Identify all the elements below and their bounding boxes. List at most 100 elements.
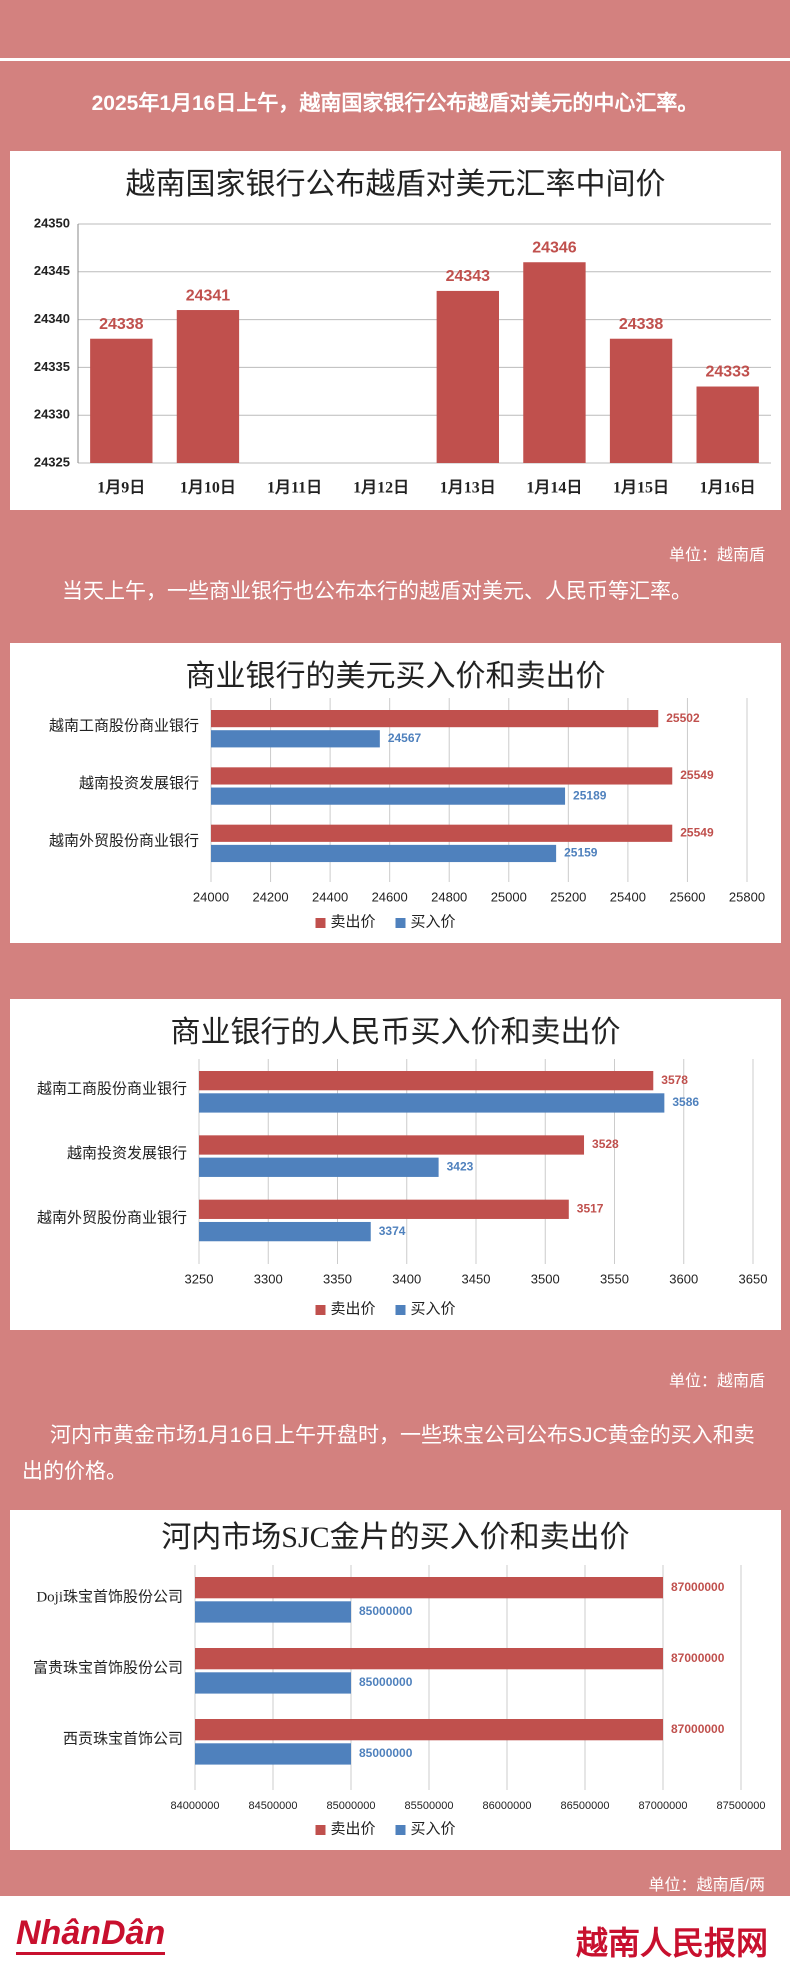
legend-label: 买入价 [411, 913, 456, 930]
y-tick-label: 24350 [34, 215, 70, 230]
legend-swatch [315, 918, 326, 928]
chart-title: 商业银行的人民币买入价和卖出价 [171, 1016, 621, 1049]
y-tick-label: Doji珠宝首饰股份公司 [36, 1589, 183, 1606]
x-tick-label: 1月9日 [97, 479, 145, 497]
intro-text: 河内市黄金市场1月16日上午开盘时，一些珠宝公司公布SJC黄金的买入和卖出的价格… [22, 1424, 755, 1483]
x-tick-label: 24200 [252, 889, 288, 904]
value-label: 24338 [99, 316, 144, 333]
footer: NhânDân 越南人民报网 [0, 1896, 790, 1975]
x-tick-label: 3500 [531, 1271, 560, 1286]
value-label: 87000000 [671, 1651, 725, 1665]
x-tick-label: 1月14日 [526, 479, 582, 497]
value-label: 24567 [388, 731, 422, 745]
y-tick-label: 24330 [34, 407, 70, 422]
y-tick-label: 越南投资发展银行 [67, 1145, 187, 1162]
legend-swatch [315, 1305, 326, 1315]
x-tick-label: 3550 [600, 1271, 629, 1286]
y-tick-label: 24335 [34, 359, 70, 374]
bar [211, 844, 557, 863]
bar [195, 1601, 351, 1623]
value-label: 3578 [661, 1073, 688, 1087]
value-label: 24341 [186, 287, 231, 304]
legend-label: 买入价 [411, 1820, 456, 1837]
chart: 越南国家银行公布越盾对美元汇率中间价 24325 24330 24335 24340 24… [34, 168, 771, 497]
bar [609, 338, 673, 463]
divider [0, 58, 790, 61]
value-label: 24343 [446, 268, 491, 285]
value-label: 25159 [564, 846, 598, 860]
value-label: 85000000 [359, 1604, 413, 1618]
y-tick-label: 24325 [34, 454, 70, 469]
y-tick-label: 越南工商股份商业银行 [37, 1081, 187, 1098]
x-tick-label: 24800 [431, 889, 467, 904]
chart-title: 越南国家银行公布越盾对美元汇率中间价 [126, 168, 666, 201]
chart: 商业银行的美元买入价和卖出价 24000 24200 24400 24600 24800 2… [49, 660, 765, 931]
x-tick-label: 24000 [193, 889, 229, 904]
value-label: 3586 [672, 1095, 699, 1109]
bar [199, 1157, 439, 1177]
legend-label: 卖出价 [331, 913, 376, 930]
bar [211, 787, 566, 805]
x-tick-label: 84000000 [171, 1800, 220, 1812]
legend-label: 卖出价 [331, 1820, 376, 1837]
value-label: 3423 [447, 1159, 474, 1173]
chart: 河内市场SJC金片的买入价和卖出价 84000000 84500000 8500000… [33, 1521, 765, 1838]
y-tick-label: 24345 [34, 263, 70, 278]
x-tick-label: 84500000 [249, 1800, 298, 1812]
x-tick-label: 3600 [669, 1271, 698, 1286]
bar [211, 767, 673, 785]
value-label: 87000000 [671, 1580, 725, 1594]
bar [199, 1135, 585, 1155]
y-tick-label: 越南投资发展银行 [79, 775, 199, 792]
x-tick-label: 3300 [254, 1271, 283, 1286]
bar [436, 290, 499, 463]
x-tick-label: 3250 [185, 1271, 214, 1286]
value-label: 25549 [680, 825, 714, 839]
chart-box: 商业银行的美元买入价和卖出价 24000 24200 24400 24600 24800 2… [10, 643, 781, 943]
y-tick-label: 西贡珠宝首饰公司 [63, 1731, 183, 1748]
chart-box: 商业银行的人民币买入价和卖出价 3250 3300 3350 3400 3450 3500 3… [10, 999, 781, 1330]
value-label: 25502 [666, 711, 700, 725]
unit-note: 单位：越南盾/两 [648, 1877, 765, 1894]
x-tick-label: 1月11日 [267, 479, 322, 497]
bar [696, 386, 759, 463]
bar [195, 1648, 663, 1670]
bar [176, 310, 240, 463]
chart-title: 商业银行的美元买入价和卖出价 [186, 660, 606, 693]
x-tick-label: 24600 [372, 889, 408, 904]
value-label: 3517 [577, 1201, 604, 1215]
y-tick-label: 富贵珠宝首饰股份公司 [33, 1659, 183, 1677]
x-tick-label: 25400 [610, 889, 646, 904]
x-tick-label: 24400 [312, 889, 348, 904]
bar [195, 1577, 663, 1599]
unit-note: 单位：越南盾 [668, 1373, 765, 1390]
x-tick-label: 3350 [323, 1271, 352, 1286]
x-tick-label: 3650 [739, 1271, 768, 1286]
y-tick-label: 24340 [34, 311, 70, 326]
value-label: 25189 [573, 788, 607, 802]
logo: NhânDân [16, 1914, 166, 1955]
bar [523, 262, 586, 463]
y-tick-label: 越南外贸股份商业银行 [49, 832, 199, 849]
site-name: 越南人民报网 [575, 1925, 768, 1961]
bar [90, 338, 153, 463]
bar [199, 1221, 371, 1242]
value-label: 85000000 [359, 1746, 413, 1760]
x-tick-label: 85500000 [405, 1800, 454, 1812]
legend-label: 买入价 [411, 1300, 456, 1317]
x-tick-label: 25200 [550, 889, 586, 904]
value-label: 3374 [379, 1224, 406, 1238]
value-label: 24346 [532, 239, 577, 256]
value-label: 85000000 [359, 1675, 413, 1689]
bar [195, 1743, 351, 1765]
intro-text: 当天上午，一些商业银行也公布本行的越盾对美元、人民币等汇率。 [62, 580, 692, 603]
legend-label: 卖出价 [331, 1300, 376, 1317]
x-tick-label: 85000000 [327, 1800, 376, 1812]
value-label: 3528 [592, 1137, 619, 1151]
chart-title: 河内市场SJC金片的买入价和卖出价 [161, 1521, 629, 1554]
x-tick-label: 1月16日 [700, 479, 756, 497]
value-label: 25549 [680, 768, 714, 782]
intro-text: 2025年1月16日上午，越南国家银行公布越盾对美元的中心汇率。 [91, 92, 699, 115]
x-tick-label: 3400 [392, 1271, 421, 1286]
